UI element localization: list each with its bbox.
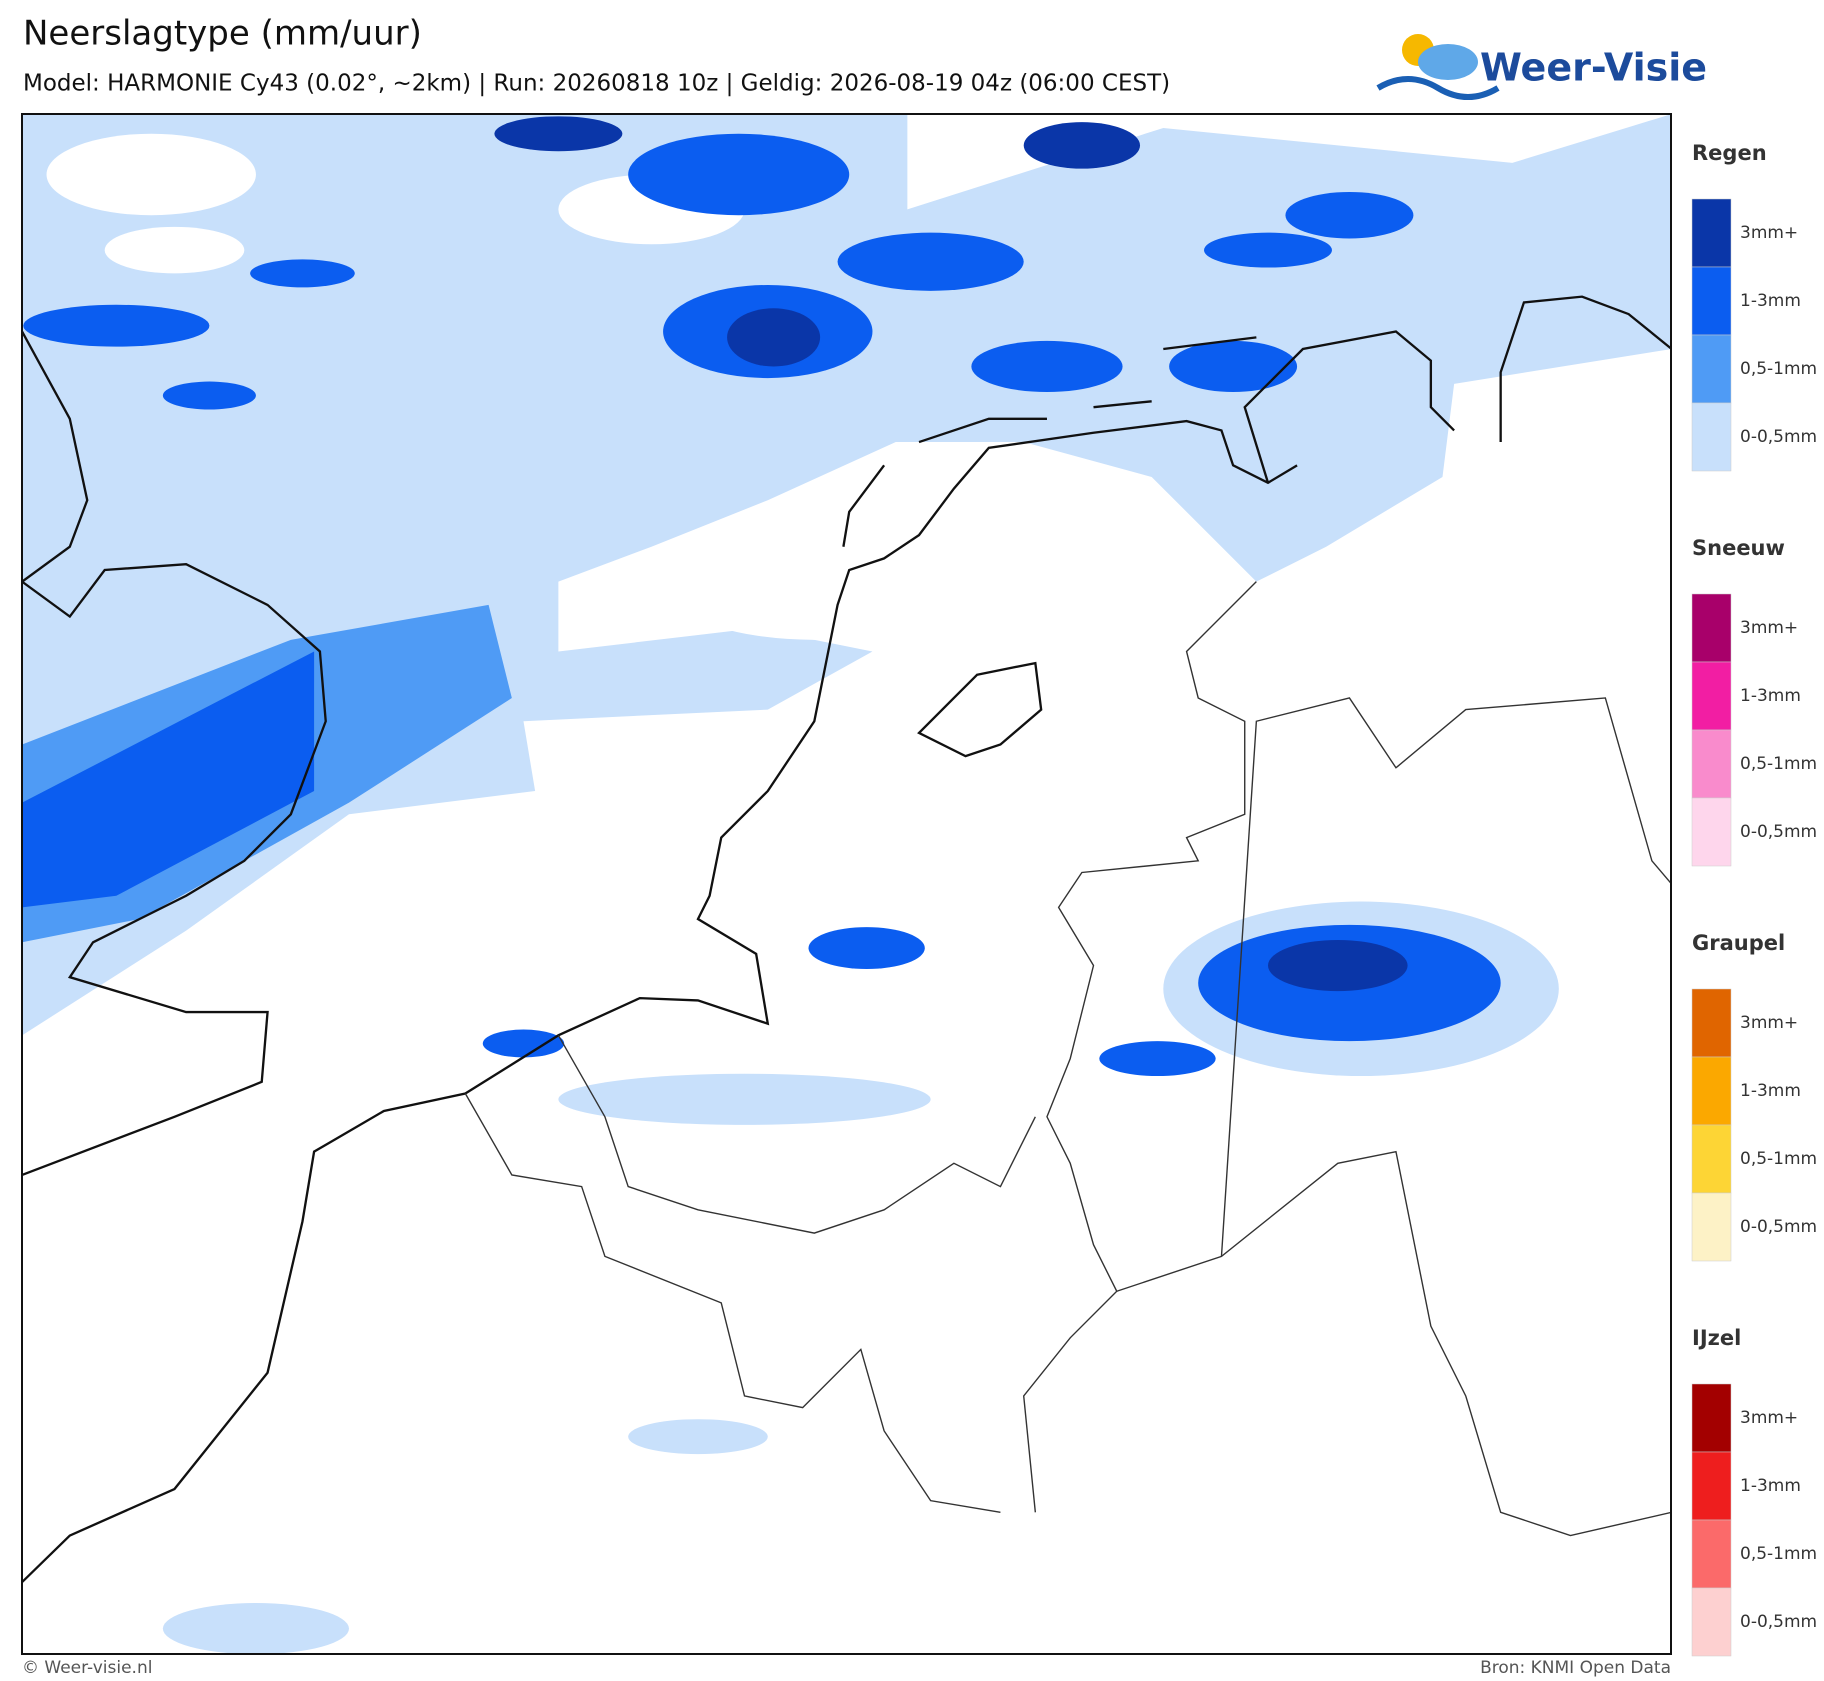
legend-title: Sneeuw	[1692, 536, 1785, 560]
legend-label: 0,5-1mm	[1740, 754, 1817, 774]
legend-swatch	[1691, 1056, 1732, 1126]
logo-text: Weer-Visie	[1480, 46, 1707, 90]
legend-label: 1-3mm	[1740, 686, 1801, 706]
map	[21, 113, 1672, 1655]
legend-label: 0,5-1mm	[1740, 1544, 1817, 1564]
legend-label: 0,5-1mm	[1740, 1149, 1817, 1169]
legend-swatch	[1691, 1124, 1732, 1194]
legend-label: 3mm+	[1740, 1408, 1798, 1428]
legend: Regen 3mm+ 1-3mm 0,5-1mm 0-0,5mm Sneeuw 3mm+ 1-…	[1691, 141, 1817, 1657]
legend-swatch	[1691, 661, 1732, 731]
legend-swatch	[1691, 1519, 1732, 1589]
legend-label: 3mm+	[1740, 1013, 1798, 1033]
legend-swatch	[1691, 266, 1732, 336]
legend-swatch	[1691, 797, 1732, 867]
legend-swatch	[1691, 988, 1732, 1058]
legend-swatch	[1691, 593, 1732, 663]
footer-right: Bron: KNMI Open Data	[1480, 1658, 1671, 1678]
legend-swatch	[1691, 729, 1732, 799]
legend-swatch	[1691, 402, 1732, 472]
legend-title: Graupel	[1692, 931, 1785, 955]
legend-swatch	[1691, 334, 1732, 404]
title: Neerslagtype (mm/uur)	[23, 14, 422, 54]
legend-swatch	[1691, 198, 1732, 268]
logo: Weer-Visie	[1376, 34, 1707, 100]
legend-swatch	[1691, 1587, 1732, 1657]
legend-title: IJzel	[1692, 1326, 1741, 1350]
legend-label: 3mm+	[1740, 223, 1798, 243]
legend-label: 0-0,5mm	[1740, 822, 1817, 842]
legend-label: 3mm+	[1740, 618, 1798, 638]
legend-label: 1-3mm	[1740, 291, 1801, 311]
legend-swatch	[1691, 1383, 1732, 1453]
footer-left: © Weer-visie.nl	[22, 1658, 152, 1678]
subtitle: Model: HARMONIE Cy43 (0.02°, ~2km) | Run…	[23, 71, 1170, 97]
legend-swatch	[1691, 1451, 1732, 1521]
legend-label: 0-0,5mm	[1740, 1217, 1817, 1237]
legend-label: 0-0,5mm	[1740, 1612, 1817, 1632]
legend-title: Regen	[1692, 141, 1767, 165]
legend-swatch	[1691, 1192, 1732, 1262]
legend-label: 1-3mm	[1740, 1476, 1801, 1496]
legend-label: 0,5-1mm	[1740, 359, 1817, 379]
legend-label: 1-3mm	[1740, 1081, 1801, 1101]
legend-label: 0-0,5mm	[1740, 427, 1817, 447]
